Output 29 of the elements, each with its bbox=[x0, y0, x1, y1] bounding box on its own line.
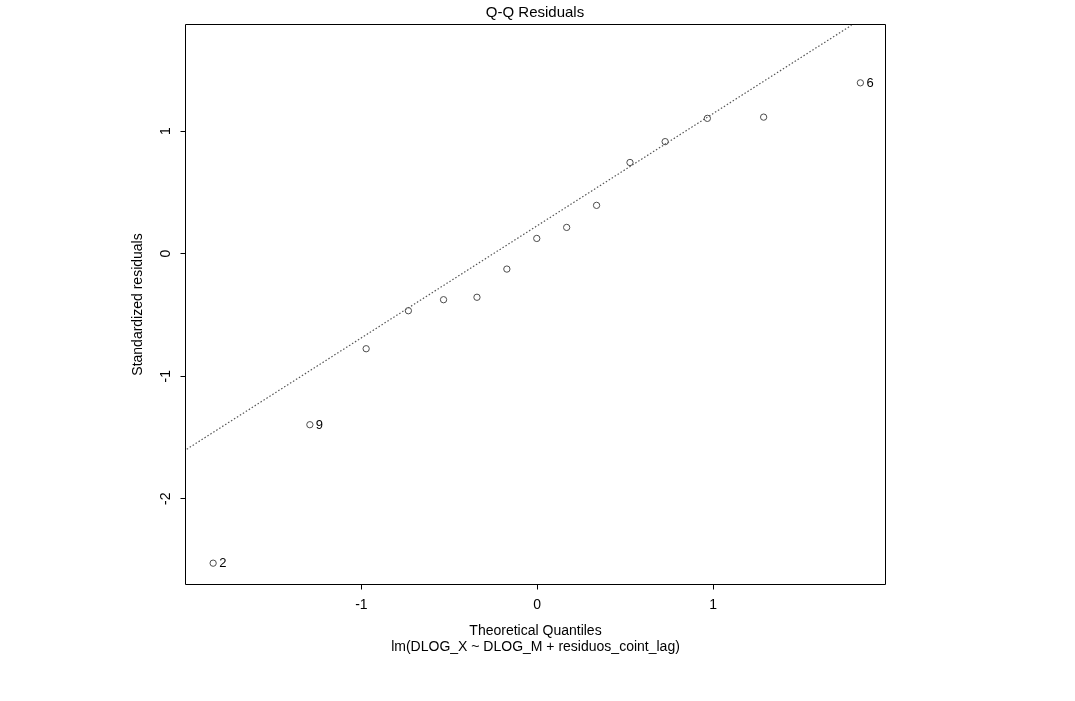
x-axis-title: Theoretical Quantiles bbox=[469, 621, 602, 638]
point bbox=[362, 345, 370, 353]
x-tick-label: 1 bbox=[709, 595, 718, 612]
point bbox=[473, 293, 481, 301]
text: lm(DLOG_X ~ DLOG_M + residuos_coint_lag) bbox=[391, 637, 680, 654]
point bbox=[503, 265, 511, 273]
x-tick-label: -1 bbox=[355, 595, 368, 612]
point bbox=[856, 79, 865, 87]
y-axis-title: Standardized residuals bbox=[128, 233, 145, 376]
point bbox=[404, 307, 413, 315]
y-tick-label: 0 bbox=[156, 249, 173, 258]
point bbox=[703, 114, 712, 123]
point bbox=[209, 559, 217, 567]
y-tick-label: -1 bbox=[156, 369, 173, 383]
point bbox=[306, 421, 314, 429]
point bbox=[563, 223, 571, 232]
y-tick-label: 1 bbox=[156, 127, 173, 136]
point bbox=[592, 201, 601, 210]
point bbox=[533, 234, 541, 243]
annotation: 6 bbox=[866, 74, 874, 90]
point bbox=[661, 137, 669, 146]
point bbox=[439, 296, 448, 304]
point bbox=[759, 113, 768, 121]
x-tick-label: 0 bbox=[533, 595, 542, 612]
point bbox=[626, 158, 634, 167]
annotation: 9 bbox=[315, 416, 324, 432]
y-tick-label: -2 bbox=[156, 492, 173, 505]
chart-title: Q-Q Residuals bbox=[485, 3, 585, 20]
annotation: 2 bbox=[219, 555, 227, 571]
